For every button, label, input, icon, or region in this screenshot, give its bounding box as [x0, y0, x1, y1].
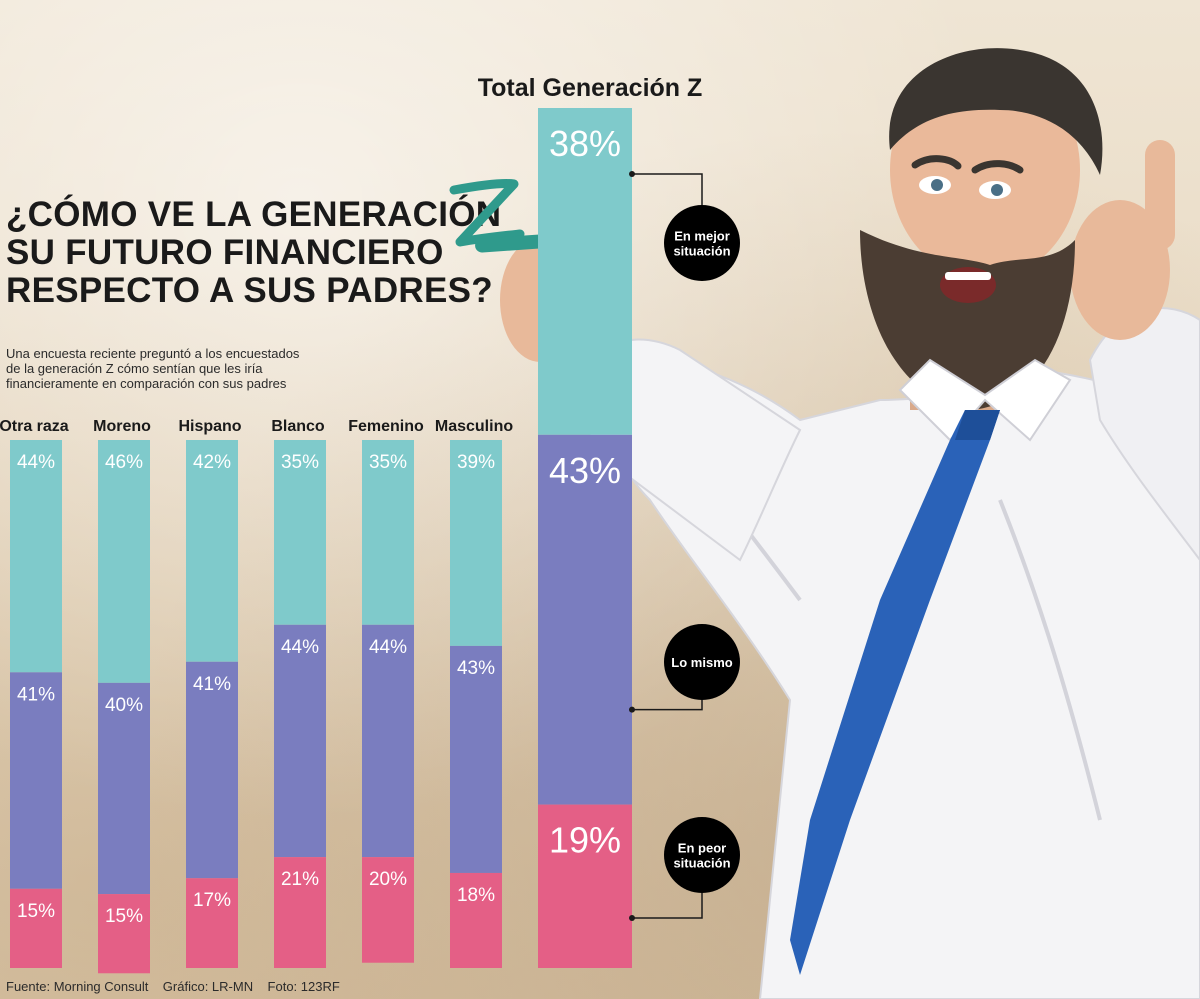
data-label-mejor-hispano: 42%: [193, 452, 231, 473]
bar-peor-hispano: [186, 878, 238, 968]
bar-mejor-hispano: [186, 440, 238, 662]
legend-connector-peor: [632, 893, 703, 919]
legend-badge-mismo: [664, 624, 740, 700]
subtitle-line-1: Una encuesta reciente preguntó a los enc…: [6, 346, 300, 361]
legend-badge-peor: [664, 817, 740, 893]
data-label-mismo-hispano: 41%: [193, 674, 231, 695]
title-line-3: RESPECTO A SUS PADRES?: [6, 271, 493, 310]
legend-label-line: situación: [673, 244, 730, 259]
category-label-femenino: Femenino: [348, 418, 424, 435]
bar-peor-masculino: [450, 872, 502, 968]
title-line-1: ¿CÓMO VE LA GENERACIÓN: [6, 195, 502, 234]
category-label-hispano: Hispano: [178, 418, 241, 435]
legend-connector-dot-mismo: [629, 706, 635, 713]
legend-label-line: situación: [673, 856, 730, 871]
chart-title: ¿CÓMO VE LA GENERACIÓN SU FUTURO FINANCI…: [6, 196, 501, 310]
data-label-mejor-blanco: 35%: [281, 452, 319, 473]
bar-mismo-blanco: [274, 624, 326, 858]
legend-label-mejor: En mejor situación: [673, 229, 730, 259]
bar-mejor-blanco: [274, 440, 326, 625]
bar-mejor-femenino: [362, 440, 414, 625]
bar-mismo-femenino: [362, 624, 414, 858]
bar-mismo-masculino: [450, 645, 502, 873]
bar-peor-moreno: [98, 894, 150, 974]
subtitle-line-3: financieramente en comparación con sus p…: [6, 376, 287, 391]
legend-label-line: En peor: [678, 841, 726, 856]
data-label-mismo-masculino: 43%: [457, 658, 495, 679]
bar-mismo-moreno: [98, 682, 150, 895]
bar-peor-otra-raza: [10, 888, 62, 968]
data-label-peor-otra-raza: 15%: [17, 901, 55, 922]
bar-peor-blanco: [274, 857, 326, 968]
legend-label-line: Lo mismo: [671, 655, 732, 670]
legend-connector-mejor: [632, 173, 703, 205]
title-line-2: SU FUTURO FINANCIERO: [6, 233, 444, 272]
subtitle-line-2: de la generación Z cómo sentían que les …: [6, 361, 263, 376]
legend-label-mismo: Lo mismo: [671, 655, 732, 670]
legend-badge-mejor: [664, 205, 740, 281]
category-label-otra-raza: Otra raza: [0, 418, 69, 435]
category-label-moreno: Moreno: [93, 418, 151, 435]
data-label-peor-blanco: 21%: [281, 869, 319, 890]
chart-subtitle: Una encuesta reciente preguntó a los enc…: [6, 346, 366, 391]
data-label-mismo-blanco: 44%: [281, 637, 319, 658]
total-data-label-peor: 19%: [549, 820, 621, 861]
total-data-label-mismo: 43%: [549, 450, 621, 491]
legend-label-peor: En peor situación: [673, 841, 730, 871]
bar-mismo-otra-raza: [10, 672, 62, 889]
legend-connector-dot-peor: [629, 915, 635, 921]
source-credits: Fuente: Morning Consult Gráfico: LR-MN F…: [6, 979, 340, 994]
data-label-mismo-femenino: 44%: [369, 637, 407, 658]
data-label-peor-moreno: 15%: [105, 906, 143, 927]
category-label-masculino: Masculino: [435, 418, 513, 435]
category-label-blanco: Blanco: [271, 418, 325, 435]
bar-mejor-masculino: [450, 440, 502, 646]
bar-peor-femenino: [362, 857, 414, 963]
data-label-peor-femenino: 20%: [369, 869, 407, 890]
data-label-mejor-moreno: 46%: [105, 452, 143, 473]
total-chart-title: Total Generación Z: [478, 74, 703, 102]
total-bar-peor: [538, 804, 632, 968]
data-label-peor-hispano: 17%: [193, 890, 231, 911]
total-bar-mismo: [538, 434, 632, 805]
legend-connector-dot-mejor: [629, 171, 635, 177]
bar-mejor-moreno: [98, 440, 150, 683]
data-label-mismo-moreno: 40%: [105, 695, 143, 716]
bar-mejor-otra-raza: [10, 440, 62, 673]
total-data-label-mejor: 38%: [549, 123, 621, 164]
data-label-mismo-otra-raza: 41%: [17, 684, 55, 705]
data-label-mejor-masculino: 39%: [457, 452, 495, 473]
total-bar-mejor: [538, 108, 632, 435]
legend-label-line: En mejor: [674, 229, 730, 244]
bar-mismo-hispano: [186, 661, 238, 879]
data-label-mejor-femenino: 35%: [369, 452, 407, 473]
data-label-peor-masculino: 18%: [457, 885, 495, 906]
data-label-mejor-otra-raza: 44%: [17, 452, 55, 473]
legend-connector-mismo: [632, 700, 703, 711]
